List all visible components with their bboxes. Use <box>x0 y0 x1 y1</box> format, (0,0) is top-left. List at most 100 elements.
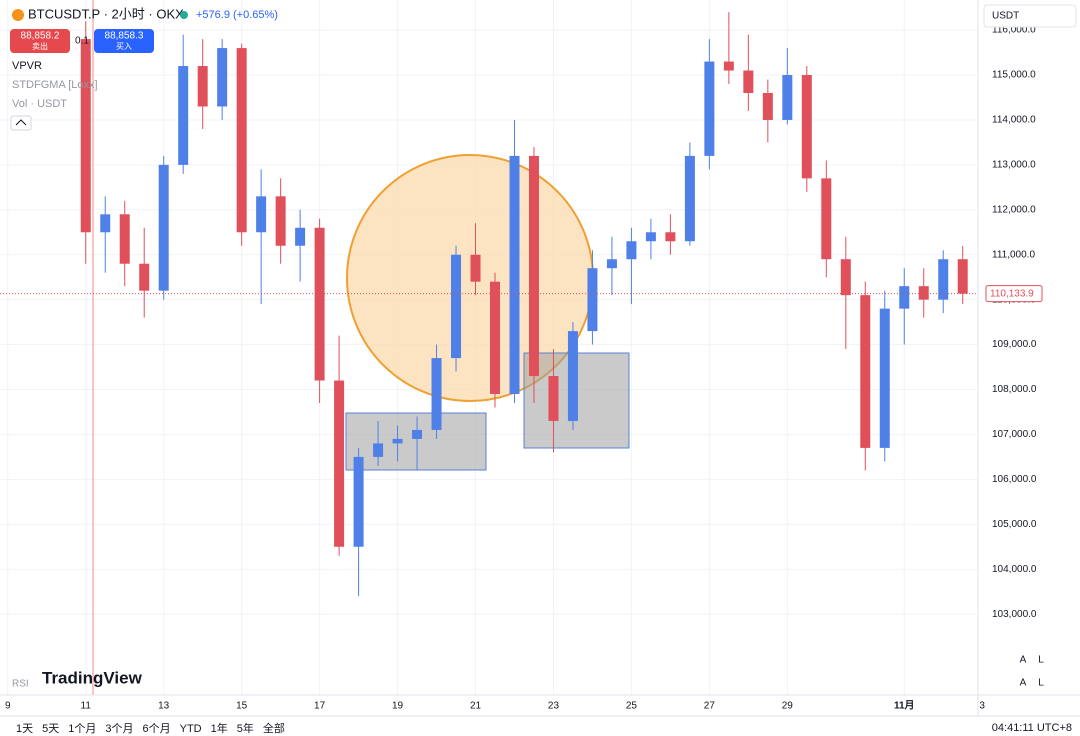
button[interactable]: A <box>1020 678 1027 689</box>
toolbar: 1天 5天 1个月 3个月 6个月 YTD 1年 5年 全部 <box>16 721 285 735</box>
candle-body <box>139 263 150 291</box>
range-button[interactable]: 1天 <box>16 723 33 735</box>
candle-body <box>821 178 832 260</box>
collapse-icon <box>15 119 27 126</box>
range-button[interactable]: 1个月 <box>68 722 96 735</box>
x-tick-label: 17 <box>314 701 326 712</box>
currency: USDT <box>992 11 1019 22</box>
x-tick-label: 19 <box>392 701 404 712</box>
axes: 103,000.0 104,000.0 105,000.0 106,000.0 107,… <box>0 25 1043 712</box>
candle-body <box>178 66 189 165</box>
candle-body <box>314 227 325 381</box>
candle-body <box>899 286 910 309</box>
buy-price: 88,858.3 <box>105 31 144 42</box>
candle-body <box>392 438 403 444</box>
candle-body <box>431 358 442 430</box>
candle-body <box>801 75 812 179</box>
candle-body <box>119 214 130 264</box>
y-tick-label: 112,000.0 <box>992 204 1036 215</box>
candle-body <box>217 48 228 107</box>
button[interactable]: A <box>1020 655 1027 666</box>
candle-body <box>879 308 890 448</box>
logo: TradingView <box>42 668 143 687</box>
candle-body <box>665 232 676 242</box>
candle-body <box>470 254 481 282</box>
currency-select[interactable] <box>983 4 1077 28</box>
candle-body <box>353 456 364 547</box>
y-tick-label: 114,000.0 <box>992 115 1036 126</box>
candle-body <box>509 155 520 394</box>
candle-body <box>938 259 949 300</box>
y-tick-label: 103,000.0 <box>992 609 1037 620</box>
y-tick-label: 113,000.0 <box>992 160 1036 171</box>
candle-body <box>957 259 968 294</box>
candle-body <box>528 155 539 377</box>
candle-body <box>490 281 500 394</box>
y-tick-label: 104,000.0 <box>992 564 1037 575</box>
candle-body <box>236 48 247 233</box>
range-button[interactable]: 5天 <box>42 723 59 735</box>
candle-body <box>451 254 462 359</box>
candle-body <box>762 92 773 120</box>
change: +576.9 (+0.65%) <box>196 9 278 21</box>
candle-body <box>334 380 345 547</box>
y-tick-label: 115,000.0 <box>992 70 1036 81</box>
range-button[interactable]: 3个月 <box>105 722 133 735</box>
y-tick-label: 109,000.0 <box>992 339 1037 350</box>
candle-body <box>373 443 384 457</box>
sell-label: 卖出 <box>32 41 48 51</box>
candle-body <box>275 196 286 246</box>
candle-body <box>587 268 598 332</box>
sell-price: 88,858.2 <box>21 31 60 42</box>
x-tick-label: 21 <box>470 701 482 712</box>
button[interactable]: L <box>1038 655 1044 666</box>
x-tick-label: 15 <box>236 701 248 712</box>
y-tick-label: 111,000.0 <box>992 249 1035 260</box>
indicator[interactable]: STDFGMA [Loxx] <box>12 79 98 91</box>
range-button[interactable]: 6个月 <box>143 722 171 735</box>
candle-body <box>782 75 793 120</box>
x-tick-label: 11月 <box>894 700 915 712</box>
x-tick-label: 3 <box>979 701 985 712</box>
y-tick-label: 106,000.0 <box>992 474 1037 485</box>
y-tick-label: 107,000.0 <box>992 429 1037 440</box>
buy-button[interactable] <box>94 29 154 53</box>
range-button[interactable]: 1年 <box>211 721 228 735</box>
candle-body <box>295 227 306 246</box>
collapse-button[interactable] <box>10 115 32 131</box>
clock: 04:41:11 UTC+8 <box>992 722 1072 734</box>
candle-body <box>626 241 637 260</box>
candle-body <box>412 429 423 439</box>
candle-body <box>567 331 578 421</box>
candle-body <box>606 259 617 269</box>
x-tick-label: 11 <box>81 701 92 712</box>
y-tick-label: 108,000.0 <box>992 384 1037 395</box>
candle-body <box>684 155 695 242</box>
range-button[interactable]: YTD <box>180 723 202 735</box>
quantity: 0.1 <box>75 36 89 47</box>
indicator[interactable]: Vol · USDT <box>12 98 67 110</box>
button[interactable]: L <box>1038 678 1044 689</box>
symbol-icon <box>12 9 24 21</box>
x-tick-label: 13 <box>158 701 170 712</box>
candle-body <box>918 286 929 300</box>
range-button[interactable]: 5年 <box>237 721 254 735</box>
rsi-label: RSI <box>12 679 29 690</box>
candle-body <box>197 66 208 107</box>
candle-body <box>645 232 656 242</box>
range-button[interactable]: 全部 <box>263 721 285 735</box>
candle-body <box>860 295 871 448</box>
y-tick-label: 116,000.0 <box>992 25 1036 36</box>
sell-button[interactable] <box>10 29 70 53</box>
candles <box>80 12 968 597</box>
indicator[interactable]: VPVR <box>12 60 42 72</box>
x-tick-label: 27 <box>704 701 716 712</box>
x-tick-label: 29 <box>782 701 794 712</box>
candle-body <box>723 61 734 71</box>
candle-body <box>704 61 715 156</box>
candle-body <box>100 214 111 233</box>
last-price-box <box>985 285 1043 303</box>
x-tick-label: 23 <box>548 701 560 712</box>
symbol[interactable]: BTCUSDT.P · 2小时 · OKX <box>28 6 184 21</box>
